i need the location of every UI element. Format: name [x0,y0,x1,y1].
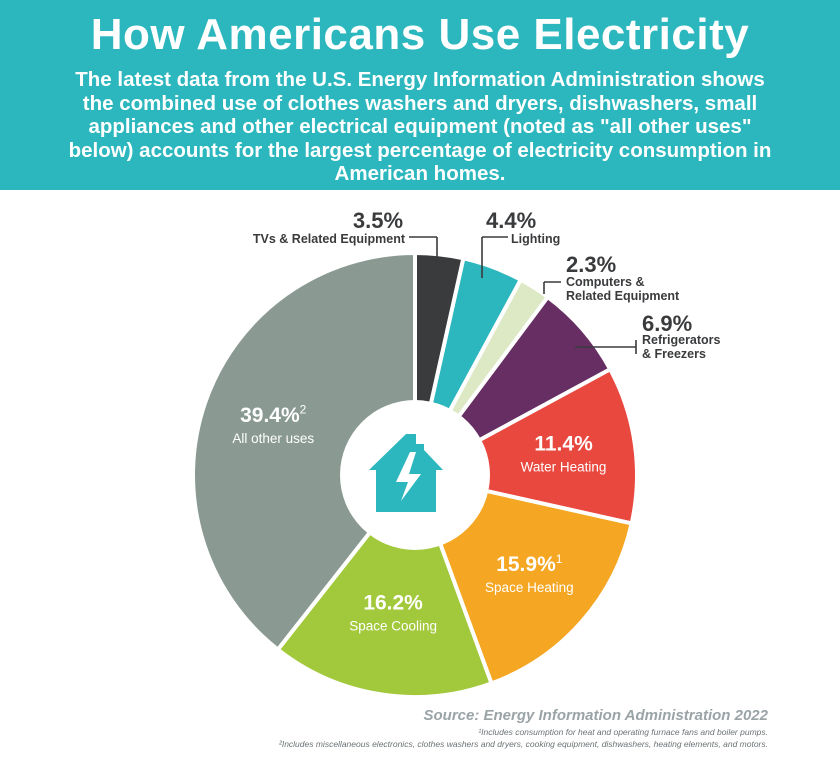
electricity-pie-chart: 11.4% Water Heating 15.9%1 Space Heating 16.… [191,208,721,699]
category-label-space-heating: Space Heating [485,580,574,595]
house-lightning-icon [369,434,443,512]
value-label-refrigerators-and-freezers: 6.9% [642,311,692,336]
value-label-space-cooling: 16.2% [363,591,423,614]
category-label-space-cooling: Space Cooling [349,618,437,633]
value-label-all-other-uses: 39.4%2 [240,403,307,427]
value-label-lighting: 4.4% [486,208,536,233]
value-label-space-heating: 15.9%1 [496,552,563,576]
value-label-computers-and-related-equipment: 2.3% [566,252,616,277]
page-title: How Americans Use Electricity [90,10,750,59]
value-label-water-heating: 11.4% [534,432,593,455]
header-banner: How Americans Use Electricity The latest… [0,0,840,190]
slice-space-heating [413,473,634,686]
category-label-water-heating: Water Heating [521,459,607,474]
category-label-all-other-uses: All other uses [232,431,314,446]
value-label-tvs-and-related-equipment: 3.5% [353,208,403,233]
slice-all-other-uses [191,251,417,652]
footnote-2: ²Includes miscellaneous electronics, clo… [279,739,768,749]
category-label-computers-and-related-equipment-2: Related Equipment [566,289,680,303]
category-label-lighting: Lighting [511,232,560,246]
pie-labels: 11.4% Water Heating 15.9%1 Space Heating 16.… [232,208,720,633]
category-label-refrigerators-and-freezers-1: Refrigerators [642,333,721,347]
page-subtitle: The latest data from the U.S. Energy Inf… [68,68,772,185]
category-label-refrigerators-and-freezers-2: & Freezers [642,347,706,361]
source-text: Source: Energy Information Administratio… [423,707,768,724]
footnote-1: ¹Includes consumption for heat and opera… [478,727,768,737]
leader-lines [409,236,637,354]
category-label-tvs-and-related-equipment: TVs & Related Equipment [253,232,406,246]
slice-space-cooling [275,473,494,699]
category-label-computers-and-related-equipment-1: Computers & [566,275,644,289]
